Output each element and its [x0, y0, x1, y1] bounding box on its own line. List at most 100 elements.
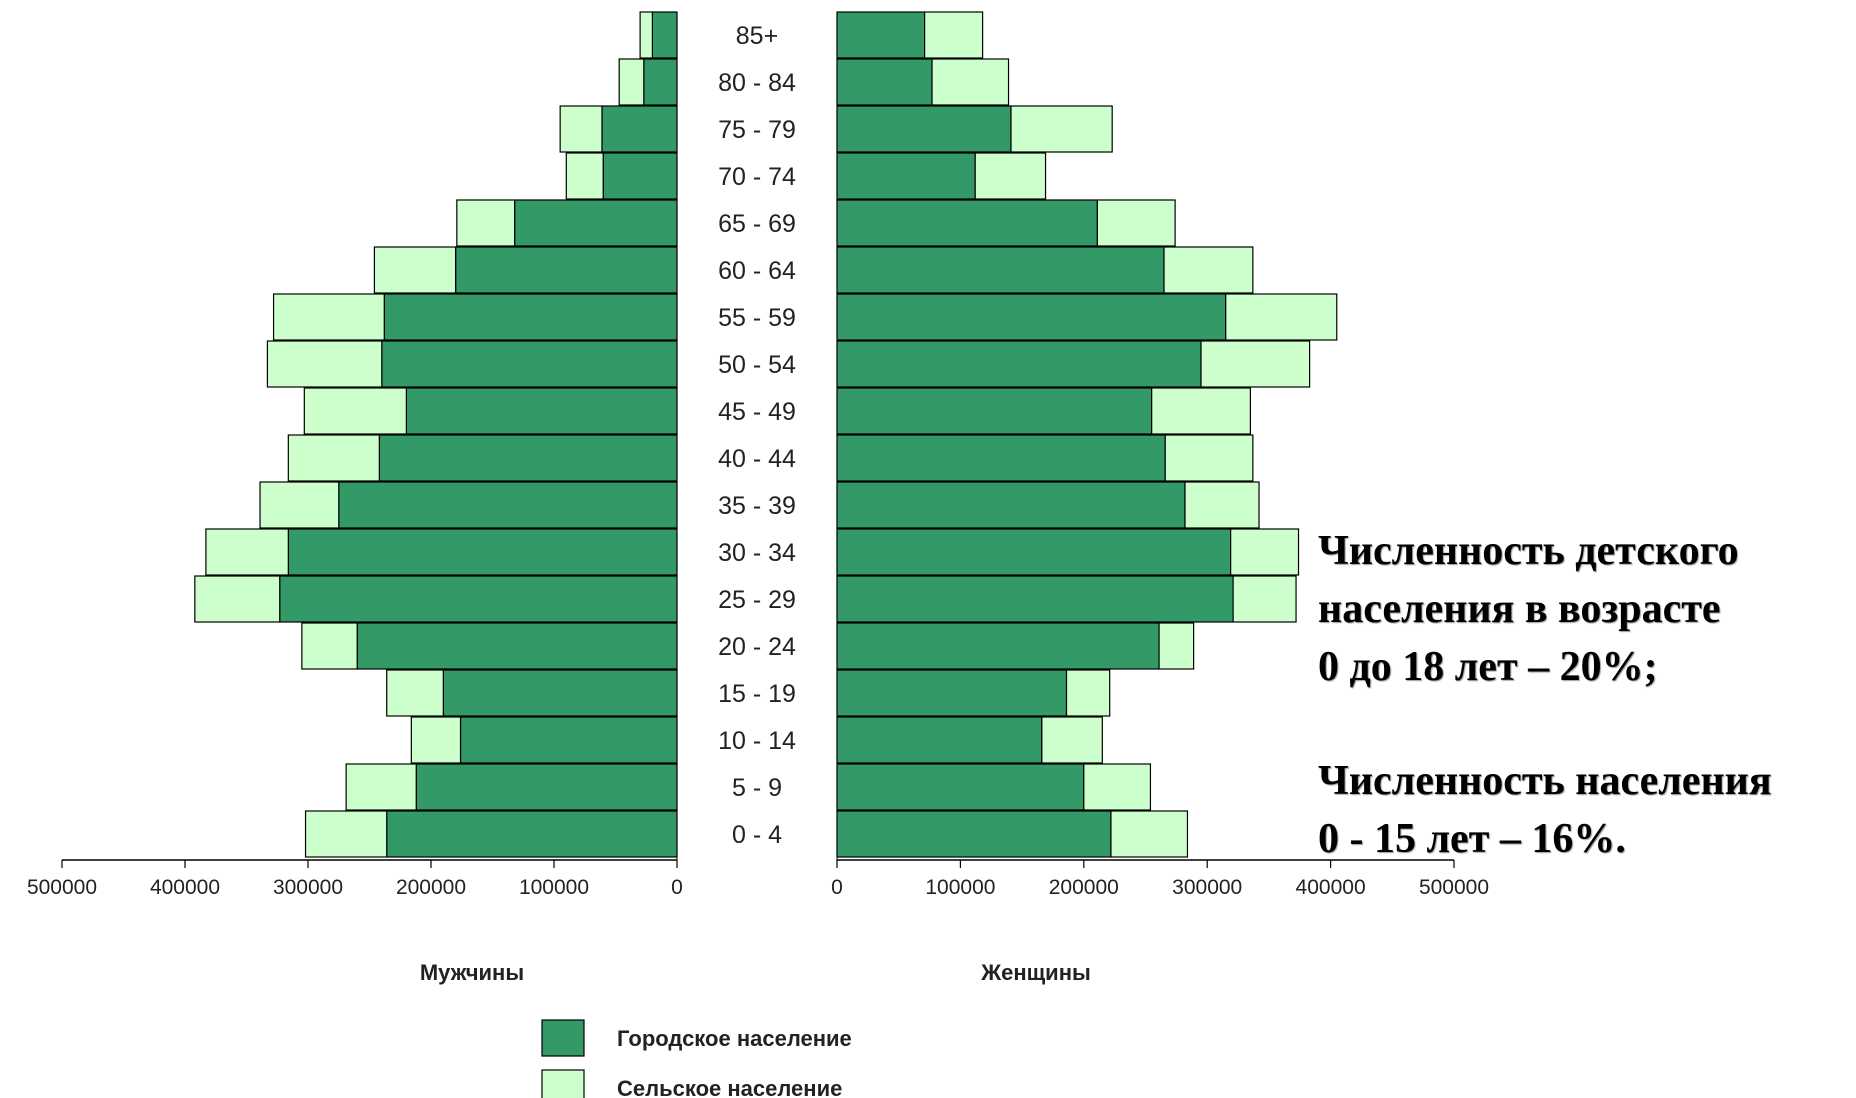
- age-label-55-59: 55 - 59: [718, 304, 796, 332]
- bar-men-urban-55-59: [383, 293, 678, 341]
- men-tick-label: 100000: [519, 876, 589, 899]
- women-tick-label: 0: [831, 876, 843, 899]
- annotation-line-4: Численность населения: [1318, 758, 1772, 804]
- left-axis-label: Мужчины: [420, 960, 524, 985]
- bar-men-urban-35-39: [338, 481, 678, 529]
- x-axes: 0 0 100000 100000 200000 200000 300000 300000 40…: [27, 12, 1489, 899]
- men-tick-label: 200000: [396, 876, 466, 899]
- bar-women-rural-25-29: [1232, 575, 1297, 623]
- bar-men-urban-10-14: [459, 716, 678, 764]
- women-tick-label: 100000: [925, 876, 995, 899]
- bar-men-urban-30-34: [287, 528, 678, 576]
- bar-women-urban-45-49: [836, 387, 1153, 435]
- bar-men-rural-15-19: [386, 669, 444, 717]
- age-label-25-29: 25 - 29: [718, 586, 796, 614]
- legend-swatch-rural: [541, 1069, 585, 1098]
- bar-men-rural-80-84: [618, 58, 645, 106]
- bar-women-urban-10-14: [836, 716, 1043, 764]
- legend-label-rural: Сельское население: [617, 1076, 842, 1098]
- legend-label-urban: Городское население: [617, 1026, 852, 1051]
- women-tick-label: 500000: [1419, 876, 1489, 899]
- men-bars: [194, 11, 678, 858]
- age-label-20-24: 20 - 24: [718, 633, 796, 661]
- bar-men-urban-15-19: [442, 669, 678, 717]
- bar-men-urban-0-4: [386, 810, 678, 858]
- men-tick-label: 400000: [150, 876, 220, 899]
- age-label-0-4: 0 - 4: [732, 821, 782, 849]
- bar-men-urban-20-24: [356, 622, 678, 670]
- annotation-line-1: Численность детского: [1318, 528, 1739, 574]
- bar-women-urban-70-74: [836, 152, 976, 200]
- bar-women-rural-5-9: [1083, 763, 1152, 811]
- bar-women-urban-80-84: [836, 58, 933, 106]
- legend: Городское население Сельское население: [541, 1019, 852, 1098]
- bar-women-urban-20-24: [836, 622, 1160, 670]
- age-label-85: 85+: [736, 22, 778, 50]
- bar-women-rural-75-79: [1010, 105, 1113, 153]
- bar-men-urban-50-54: [381, 340, 678, 388]
- bar-men-rural-45-49: [303, 387, 407, 435]
- bar-men-urban-75-79: [601, 105, 678, 153]
- bar-women-rural-45-49: [1151, 387, 1251, 435]
- annotation-line-5: 0 - 15 лет – 16%.: [1318, 816, 1626, 862]
- bar-women-urban-5-9: [836, 763, 1085, 811]
- age-label-70-74: 70 - 74: [718, 163, 796, 191]
- bar-men-urban-40-44: [378, 434, 678, 482]
- age-group-labels: 0 - 4 5 - 9 10 - 14 15 - 19 20 - 24 25 - 29 30…: [718, 22, 796, 849]
- bar-men-urban-85: [651, 11, 678, 59]
- bar-women-rural-85: [924, 11, 984, 59]
- age-label-10-14: 10 - 14: [718, 727, 796, 755]
- age-label-60-64: 60 - 64: [718, 257, 796, 285]
- bar-women-urban-60-64: [836, 246, 1165, 294]
- bar-women-rural-65-69: [1096, 199, 1176, 247]
- age-label-75-79: 75 - 79: [718, 116, 796, 144]
- bar-men-rural-5-9: [345, 763, 417, 811]
- bar-men-rural-10-14: [410, 716, 462, 764]
- annotation-line-3: 0 до 18 лет – 20%;: [1318, 644, 1658, 690]
- age-label-30-34: 30 - 34: [718, 539, 796, 567]
- age-label-50-54: 50 - 54: [718, 351, 796, 379]
- age-label-45-49: 45 - 49: [718, 398, 796, 426]
- bar-women-urban-55-59: [836, 293, 1227, 341]
- bar-men-urban-80-84: [643, 58, 678, 106]
- bar-men-urban-70-74: [602, 152, 678, 200]
- bar-women-urban-75-79: [836, 105, 1012, 153]
- bar-women-rural-10-14: [1041, 716, 1103, 764]
- bar-men-rural-30-34: [205, 528, 289, 576]
- bar-men-rural-55-59: [272, 293, 385, 341]
- bar-women-rural-40-44: [1164, 434, 1254, 482]
- bar-women-rural-30-34: [1230, 528, 1300, 576]
- men-tick-label: 0: [671, 876, 683, 899]
- legend-swatch-urban: [541, 1019, 585, 1057]
- bar-men-rural-35-39: [259, 481, 340, 529]
- age-label-40-44: 40 - 44: [718, 445, 796, 473]
- bar-women-rural-60-64: [1163, 246, 1254, 294]
- age-label-80-84: 80 - 84: [718, 69, 796, 97]
- bar-men-rural-50-54: [266, 340, 383, 388]
- bar-men-rural-0-4: [304, 810, 388, 858]
- women-tick-label: 400000: [1296, 876, 1366, 899]
- bar-men-rural-25-29: [194, 575, 281, 623]
- men-tick-label: 300000: [273, 876, 343, 899]
- bar-women-rural-50-54: [1200, 340, 1311, 388]
- bar-women-urban-65-69: [836, 199, 1098, 247]
- bar-women-urban-25-29: [836, 575, 1234, 623]
- women-tick-label: 200000: [1049, 876, 1119, 899]
- bar-women-rural-15-19: [1065, 669, 1111, 717]
- bar-women-rural-0-4: [1110, 810, 1189, 858]
- bar-women-urban-30-34: [836, 528, 1232, 576]
- men-tick-label: 500000: [27, 876, 97, 899]
- bar-women-rural-55-59: [1225, 293, 1338, 341]
- bar-men-urban-65-69: [514, 199, 678, 247]
- bar-men-urban-25-29: [279, 575, 678, 623]
- bar-men-rural-70-74: [565, 152, 604, 200]
- right-axis-label: Женщины: [980, 960, 1091, 985]
- bar-women-rural-80-84: [931, 58, 1010, 106]
- bar-women-urban-50-54: [836, 340, 1202, 388]
- bar-women-urban-35-39: [836, 481, 1186, 529]
- bar-women-rural-35-39: [1184, 481, 1260, 529]
- bar-women-urban-0-4: [836, 810, 1112, 858]
- bar-men-rural-40-44: [287, 434, 380, 482]
- bar-women-rural-70-74: [974, 152, 1047, 200]
